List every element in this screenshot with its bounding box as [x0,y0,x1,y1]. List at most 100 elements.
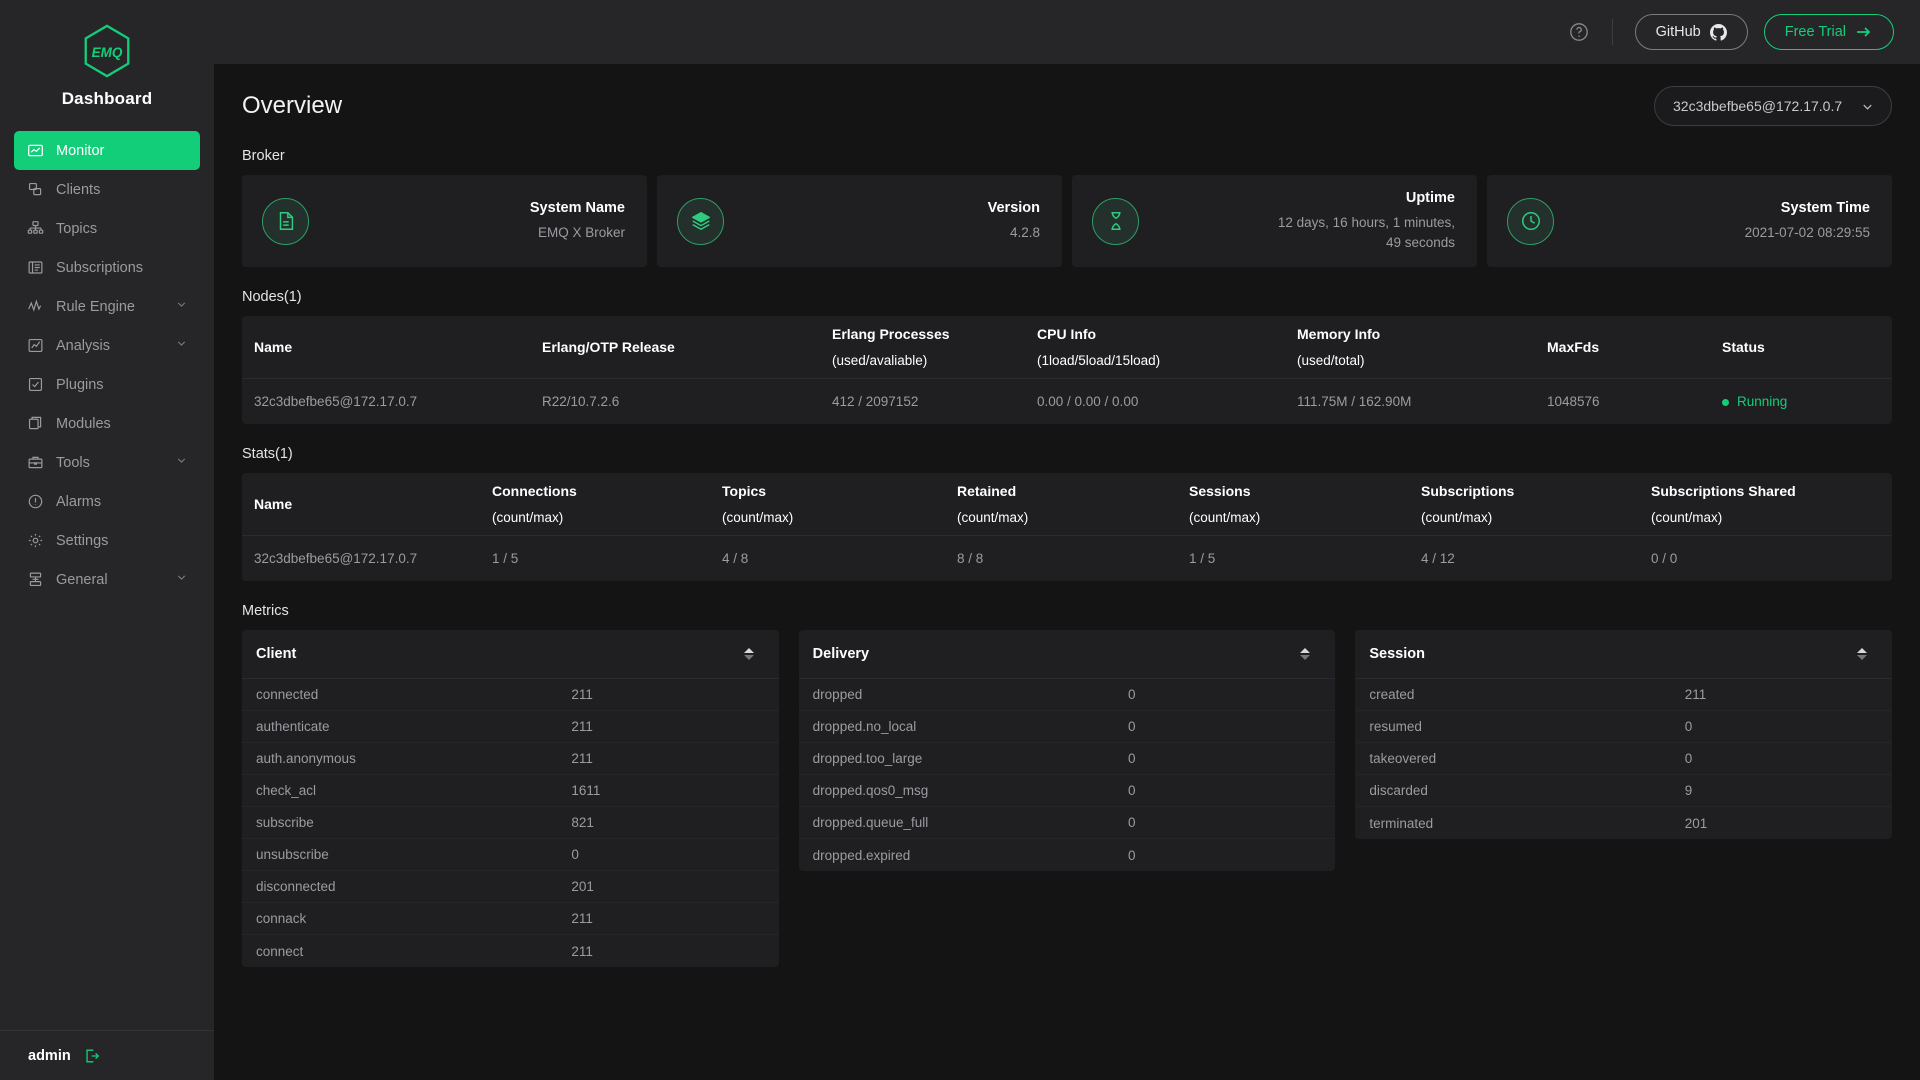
sidebar-item-settings[interactable]: Settings [14,521,200,560]
metric-value: 0 [1128,687,1136,702]
status-dot [1722,398,1729,406]
node-status-cell: Running [1722,379,1892,425]
sidebar-item-label: Plugins [56,376,104,393]
stats-table-head: Name Connections (count/max) Topics (count… [242,473,1892,536]
sort-icon[interactable] [1856,647,1868,661]
col-subtitle: (count/max) [492,510,564,525]
sidebar-item-monitor[interactable]: Monitor [14,131,200,170]
col-title: Subscriptions [1421,483,1515,499]
broker-card-version: Version 4.2.8 [657,175,1062,267]
sort-icon[interactable] [743,647,755,661]
col-title: Erlang Processes [832,326,950,342]
metric-value: 211 [571,751,593,766]
table-row[interactable]: 32c3dbefbe65@172.17.0.7 1 / 5 4 / 8 8 / … [242,536,1892,582]
metrics-title: Session [1369,646,1425,662]
broker-card-value: 12 days, 16 hours, 1 minutes, 49 seconds [1277,214,1455,250]
list-item: resumed 0 [1355,711,1893,743]
free-trial-label: Free Trial [1784,24,1846,40]
metric-value: 0 [1128,815,1136,830]
logout-icon[interactable] [83,1047,101,1065]
sidebar-item-topics[interactable]: Topics [14,209,200,248]
list-item: terminated 201 [1355,807,1892,839]
metrics-section: Metrics Client connected 211 authenticate… [242,603,1893,967]
document-icon [262,197,309,245]
github-button[interactable]: GitHub [1634,14,1748,50]
sidebar-item-clients[interactable]: Clients [14,170,200,209]
metrics-table-client: Client connected 211 authenticate 211 auth… [242,630,779,967]
col-title: Name [254,339,293,355]
nodes-col-otp: Erlang/OTP Release [542,316,832,379]
sidebar-item-analysis[interactable]: Analysis [14,326,200,365]
table-row[interactable]: 32c3dbefbe65@172.17.0.7 R22/10.7.2.6 412… [242,379,1892,425]
sidebar-item-modules[interactable]: Modules [14,404,200,443]
metrics-table-session: Session created 211 resumed 0 takeovered 0 … [1355,630,1893,839]
broker-card-uptime: Uptime 12 days, 16 hours, 1 minutes, 49 … [1072,175,1477,267]
sidebar-item-subscriptions[interactable]: Subscriptions [14,248,200,287]
table-header-row: Name Erlang/OTP Release Erlang Processes… [242,316,1892,379]
stats-sessions-cell: 1 / 5 [1189,551,1216,566]
svg-text:EMQ: EMQ [92,45,123,60]
broker-card-value: 2021-07-02 08:29:55 [1744,224,1870,240]
help-circle-icon[interactable] [1568,21,1590,43]
metric-value: 211 [571,911,593,926]
metric-key: dropped [812,687,863,702]
sidebar-item-plugins[interactable]: Plugins [14,365,200,404]
stats-subscriptions-shared-cell: 0 / 0 [1651,551,1678,566]
node-processes-cell: 412 / 2097152 [832,394,919,409]
metric-value: 0 [1684,719,1693,734]
broker-section-label: Broker [242,148,285,164]
stats-col-connections: Connections (count/max) [492,473,722,536]
chevron-down-icon [1860,99,1875,114]
col-subtitle: (count/max) [1189,510,1261,525]
nodes-section-label: Nodes(1) [242,289,302,305]
list-item: disconnected 201 [242,871,779,903]
list-item: unsubscribe 0 [242,839,779,871]
sidebar-item-label: Clients [56,181,101,198]
broker-card-system-time: System Time 2021-07-02 08:29:55 [1487,175,1892,267]
node-maxfds-cell: 1048576 [1547,394,1600,409]
general-icon [26,571,44,589]
metric-key: created [1369,687,1415,702]
metric-value: 0 [1128,783,1136,798]
node-selector-value: 32c3dbefbe65@172.17.0.7 [1673,98,1843,114]
nodes-col-name: Name [242,316,542,379]
sidebar-item-label: Subscriptions [56,259,144,276]
nodes-col-memory: Memory Info (used/total) [1297,316,1547,379]
nodes-table: Name Erlang/OTP Release Erlang Processes… [242,316,1892,424]
metrics-table-delivery: Delivery dropped 0 dropped.no_local 0 drop… [798,630,1336,871]
github-button-label: GitHub [1655,24,1701,40]
free-trial-button[interactable]: Free Trial [1763,14,1894,50]
metric-key: check_acl [256,783,317,798]
metric-value: 0 [571,847,579,862]
nodes-col-processes: Erlang Processes (used/avaliable) [832,316,1037,379]
sidebar-item-rule-engine[interactable]: Rule Engine [14,287,200,326]
col-title: CPU Info [1037,326,1097,342]
topics-icon [26,220,44,238]
col-subtitle: (used/avaliable) [832,353,928,368]
sidebar-item-general[interactable]: General [14,560,200,599]
metric-key: dropped.qos0_msg [812,783,929,798]
sort-icon[interactable] [1299,647,1311,661]
list-item: connect 211 [242,935,779,967]
list-item: connack 211 [242,903,779,935]
metric-value: 211 [1684,687,1707,702]
sidebar-item-label: Monitor [56,142,105,159]
nodes-col-cpu: CPU Info (1load/5load/15load) [1037,316,1297,379]
topbar: GitHub Free Trial [214,0,1920,64]
nodes-col-maxfds: MaxFds [1547,316,1722,379]
metric-key: dropped.too_large [812,751,923,766]
col-title: Subscriptions Shared [1651,483,1796,499]
subscriptions-icon [26,259,44,277]
col-title: Memory Info [1297,326,1381,342]
tools-icon [26,454,44,472]
node-selector[interactable]: 32c3dbefbe65@172.17.0.7 [1654,86,1892,126]
broker-card-value: EMQ X Broker [537,224,625,240]
sidebar-item-label: Settings [56,532,109,549]
node-name-cell: 32c3dbefbe65@172.17.0.7 [254,394,418,409]
sidebar-item-tools[interactable]: Tools [14,443,200,482]
sidebar-item-alarms[interactable]: Alarms [14,482,200,521]
metric-value: 821 [571,815,594,830]
metric-value: 0 [1128,847,1136,863]
col-title: Connections [492,483,577,499]
metric-value: 211 [571,719,593,734]
